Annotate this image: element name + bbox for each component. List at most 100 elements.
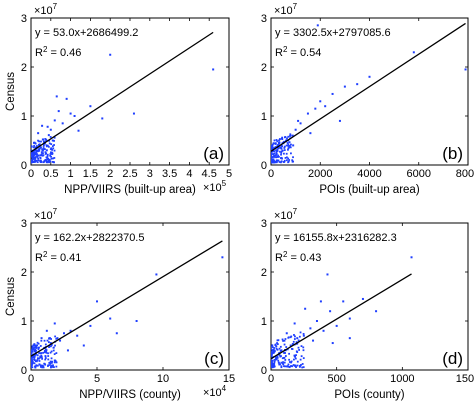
data-point [41,138,44,141]
data-point [280,150,283,153]
data-point [36,341,39,344]
y-tick-label: 0 [21,365,27,377]
equation-label: y = 162.2x+2822370.5 [35,232,144,244]
data-point [271,159,272,162]
data-point [49,360,52,363]
data-point [47,355,50,357]
data-point [32,161,35,163]
y-tick-label: 2 [21,62,27,74]
data-point [288,146,290,149]
data-point [293,322,296,325]
panel-label: (d) [442,349,463,368]
data-point [31,157,34,160]
y-tick-label: 0 [261,160,267,172]
data-point [342,300,345,303]
data-point [289,134,292,137]
data-point [271,361,272,363]
data-point [301,366,304,369]
y-tick-label: 1 [261,111,267,123]
data-point [44,357,47,360]
data-point [375,310,378,313]
data-point [49,154,52,157]
data-point [34,360,37,363]
data-point [42,351,45,354]
data-point [295,354,297,357]
panel-label: (b) [442,144,463,163]
data-point [33,144,36,147]
data-point [37,148,40,151]
y-tick-label: 3 [21,218,27,230]
data-point [464,68,467,71]
x-tick-label: 4000 [357,168,381,180]
data-point [31,363,32,366]
data-point [34,366,37,369]
data-point [40,153,43,155]
data-point [271,361,273,364]
data-point [273,150,276,153]
data-point [31,350,34,353]
data-point [55,352,58,354]
data-point [66,349,69,352]
data-point [273,364,276,366]
data-point [33,149,36,152]
data-point [48,139,51,142]
data-point [38,352,41,354]
data-point [46,158,49,161]
data-point [285,144,288,147]
data-point [273,147,275,150]
x-axis-label: POIs (county) [334,389,404,401]
data-point [271,349,274,352]
data-point [302,334,305,337]
data-point [48,362,51,364]
x-tick-label: 3.5 [162,168,177,180]
data-point [49,351,52,354]
data-point [302,346,305,349]
data-point [53,366,55,368]
y-exponent: 7 [53,207,58,216]
data-point [302,366,305,369]
data-point [31,149,33,152]
x-tick-label: 2000 [308,168,332,180]
data-point [31,155,34,158]
data-point [271,147,274,150]
data-point [300,364,302,366]
data-point [276,348,279,351]
data-point [271,156,274,159]
data-point [43,339,46,342]
data-point [49,128,52,131]
data-point [273,139,276,142]
x-tick-label: 5 [226,168,232,180]
data-point [33,362,36,365]
data-point [36,364,39,367]
data-point [283,365,285,368]
data-point [41,124,44,127]
data-point [221,256,224,259]
data-point [50,364,53,367]
data-point [51,151,53,154]
data-point [51,152,54,155]
data-point [276,342,278,344]
data-point [273,358,276,361]
data-point [276,159,278,162]
data-point [35,153,38,156]
data-point [278,161,281,163]
data-point [292,340,295,343]
data-point [275,358,278,361]
data-point [276,356,279,359]
data-point [46,155,49,158]
data-point [43,362,46,365]
data-point [293,334,295,336]
y-exponent: 7 [293,2,298,11]
data-point [132,112,135,115]
data-point [273,154,275,157]
data-point [37,348,40,351]
data-point [56,337,59,340]
data-point [37,157,39,160]
data-point [302,349,305,352]
data-point [319,300,322,303]
x-tick-label: 0 [268,168,274,180]
data-point [34,365,36,368]
data-point [33,347,36,349]
